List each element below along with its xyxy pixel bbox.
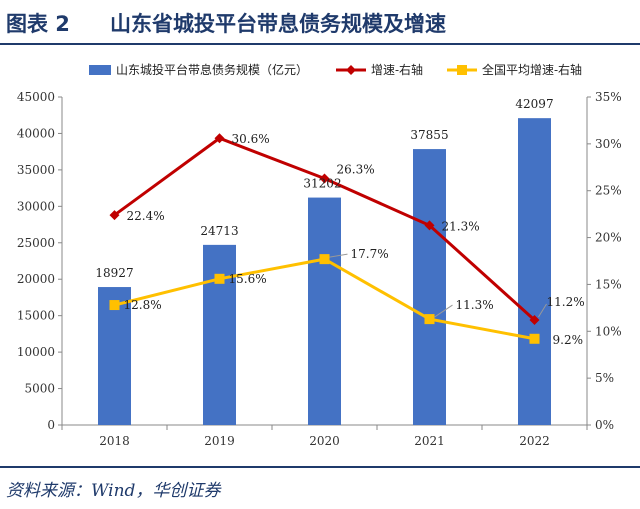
- y-left-tick-label: 20000: [17, 272, 55, 286]
- bar-data-label: 31202: [303, 177, 341, 191]
- y-right-tick-label: 30%: [595, 137, 622, 151]
- legend-marker-growth: [346, 65, 356, 75]
- source-note: 资料来源：Wind，华创证券: [6, 481, 221, 501]
- y-left-tick-label: 30000: [17, 199, 55, 213]
- legend-label-bar: 山东城投平台带息债务规模（亿元）: [116, 62, 308, 77]
- x-tick-label: 2019: [204, 434, 235, 448]
- bar-data-label: 42097: [515, 97, 553, 111]
- national-series-point: [109, 300, 120, 311]
- x-tick-label: 2021: [414, 434, 445, 448]
- y-left-tick-label: 35000: [17, 163, 55, 177]
- growth-data-label: 21.3%: [442, 219, 480, 233]
- leader-line: [434, 304, 453, 318]
- footer-divider: [0, 466, 640, 468]
- y-left-tick-label: 25000: [17, 236, 55, 250]
- growth-series-point: [214, 133, 225, 144]
- x-tick-label: 2022: [519, 434, 550, 448]
- bar-data-label: 37855: [410, 128, 448, 142]
- y-left-tick-label: 40000: [17, 126, 55, 140]
- y-left-tick-label: 0: [47, 418, 55, 432]
- y-right-tick-label: 0%: [595, 418, 614, 432]
- y-left-tick-label: 10000: [17, 345, 55, 359]
- growth-series-point: [109, 210, 120, 221]
- legend-label-national: 全国平均增速-右轴: [482, 62, 582, 77]
- national-data-label: 11.3%: [456, 298, 494, 312]
- y-left-tick-label: 45000: [17, 90, 55, 104]
- bar: [413, 149, 446, 425]
- y-right-tick-label: 25%: [595, 184, 622, 198]
- national-data-label: 9.2%: [553, 333, 584, 347]
- bar: [308, 197, 341, 425]
- leader-line: [329, 253, 348, 258]
- growth-data-label: 11.2%: [547, 295, 585, 309]
- legend-marker-national: [457, 65, 467, 75]
- y-left-tick-label: 5000: [24, 382, 55, 396]
- bar-data-label: 18927: [95, 266, 133, 280]
- figure-header: 图表 2 山东省城投平台带息债务规模及增速: [0, 0, 640, 44]
- y-right-tick-label: 5%: [595, 371, 614, 385]
- growth-data-label: 26.3%: [337, 163, 375, 177]
- growth-series-point: [529, 315, 540, 326]
- y-right-tick-label: 10%: [595, 324, 622, 338]
- x-tick-label: 2020: [309, 434, 340, 448]
- national-data-label: 12.8%: [124, 298, 162, 312]
- chart-svg: 0 5000 10000 15000 20000 25000 30000 35000 40000…: [17, 62, 622, 448]
- legend-swatch-bar: [89, 65, 111, 75]
- national-series-point: [214, 273, 225, 284]
- y-left-tick-label: 15000: [17, 309, 55, 323]
- national-series-point: [319, 254, 330, 265]
- growth-data-label: 30.6%: [232, 132, 270, 146]
- leader-line: [538, 303, 547, 318]
- figure-title: 山东省城投平台带息债务规模及增速: [110, 12, 446, 36]
- bar-data-label: 24713: [200, 224, 238, 238]
- y-right-tick-label: 15%: [595, 277, 622, 291]
- x-tick-label: 2018: [99, 434, 130, 448]
- legend-label-growth: 增速-右轴: [371, 62, 423, 77]
- figure-label: 图表 2: [6, 12, 70, 36]
- growth-series-point: [319, 173, 330, 184]
- national-series-point: [424, 314, 435, 325]
- y-right-tick-label: 35%: [595, 90, 622, 104]
- national-series-point: [529, 333, 540, 344]
- growth-data-label: 22.4%: [127, 209, 165, 223]
- bar: [518, 118, 551, 426]
- chart-area: 0 5000 10000 15000 20000 25000 30000 35000 40000…: [0, 50, 640, 462]
- header-divider: [0, 43, 640, 45]
- national-data-label: 17.7%: [351, 247, 389, 261]
- y-right-tick-label: 20%: [595, 231, 622, 245]
- growth-series-point: [424, 220, 435, 231]
- national-data-label: 15.6%: [229, 272, 267, 286]
